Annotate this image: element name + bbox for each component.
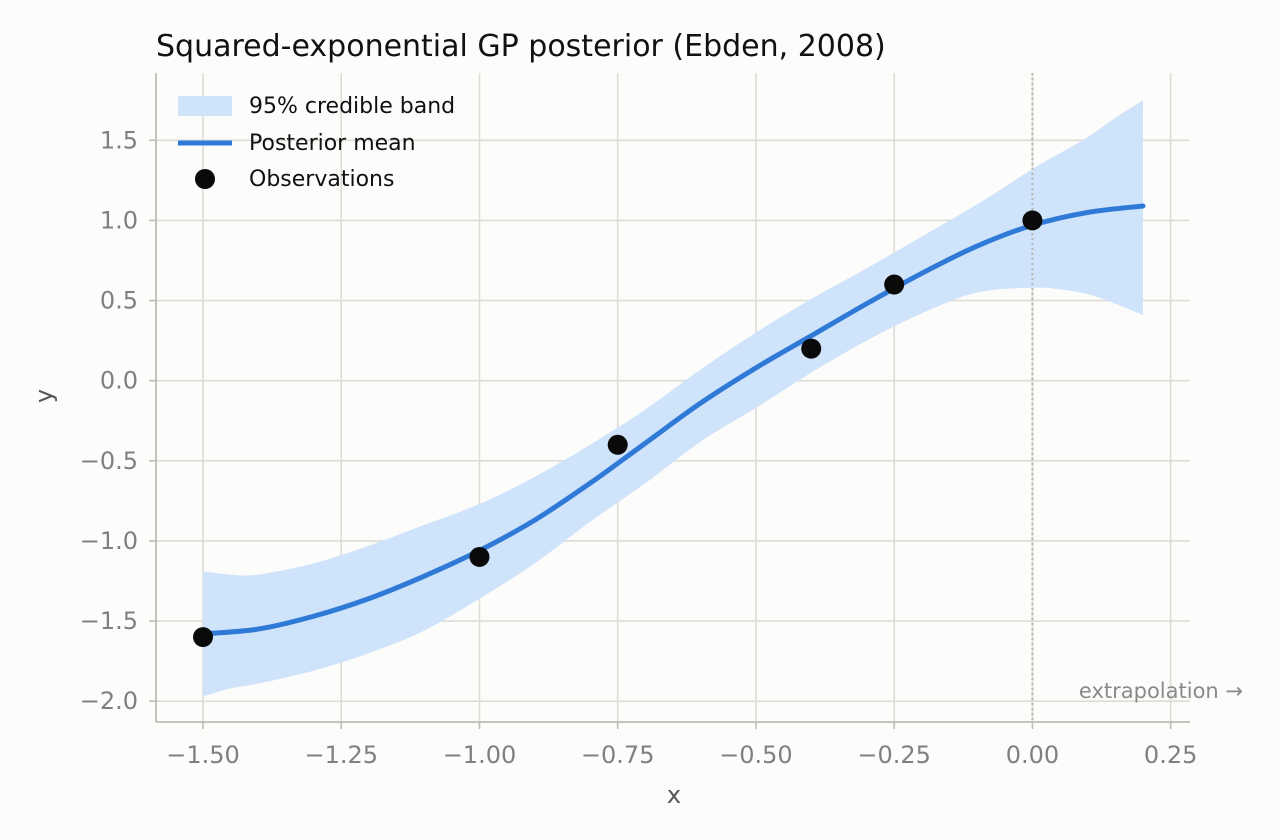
legend-label-band: 95% credible band xyxy=(249,94,455,119)
chart-title: Squared-exponential GP posterior (Ebden,… xyxy=(156,29,886,64)
legend: 95% credible band Posterior mean Observa… xyxy=(178,94,455,192)
x-axis-label: x xyxy=(667,781,681,809)
y-tick-label: −0.5 xyxy=(80,447,138,475)
observation-point xyxy=(884,274,905,295)
y-tick-label: −2.0 xyxy=(80,687,138,715)
x-tick-label: 0.25 xyxy=(1144,741,1197,769)
x-tick-label: −1.25 xyxy=(304,741,378,769)
credible-band xyxy=(203,100,1143,697)
extrapolation-annotation: extrapolation → xyxy=(1079,679,1243,703)
legend-label-observations: Observations xyxy=(249,167,394,192)
x-tick-label: −1.50 xyxy=(166,741,240,769)
observation-point xyxy=(193,627,213,648)
y-tick-label: −1.5 xyxy=(80,607,138,635)
credible-band-layer xyxy=(203,100,1143,697)
x-tick-label: −0.75 xyxy=(581,741,655,769)
observation-point xyxy=(801,338,822,359)
observation-point xyxy=(469,546,490,567)
y-tick-label: 0.5 xyxy=(100,287,138,315)
x-tick-label: 0.00 xyxy=(1006,741,1059,769)
y-tick-label: 0.0 xyxy=(100,367,138,395)
x-axis-ticks: −1.50 −1.25 −1.00 −0.75 −0.50 −0.25 0.00 0.25 xyxy=(166,722,1197,769)
y-axis-label: y xyxy=(30,389,58,403)
y-tick-label: 1.5 xyxy=(100,126,138,154)
legend-label-mean: Posterior mean xyxy=(249,131,416,156)
observation-point xyxy=(1022,210,1043,231)
y-tick-label: 1.0 xyxy=(100,206,138,234)
y-tick-label: −1.0 xyxy=(80,527,138,555)
x-tick-label: −1.00 xyxy=(443,741,517,769)
y-axis-ticks: 1.5 1.0 0.5 0.0 −0.5 −1.0 −1.5 −2.0 xyxy=(80,126,156,715)
posterior-mean-layer xyxy=(200,203,1146,637)
axis-spines xyxy=(155,73,1190,723)
observations-layer xyxy=(193,210,1043,648)
x-tick-label: −0.50 xyxy=(719,741,793,769)
x-tick-label: −0.25 xyxy=(857,741,931,769)
legend-swatch-band xyxy=(178,96,232,116)
legend-swatch-observations xyxy=(195,169,215,189)
observation-point xyxy=(607,434,628,455)
posterior-mean-line xyxy=(200,203,1146,637)
